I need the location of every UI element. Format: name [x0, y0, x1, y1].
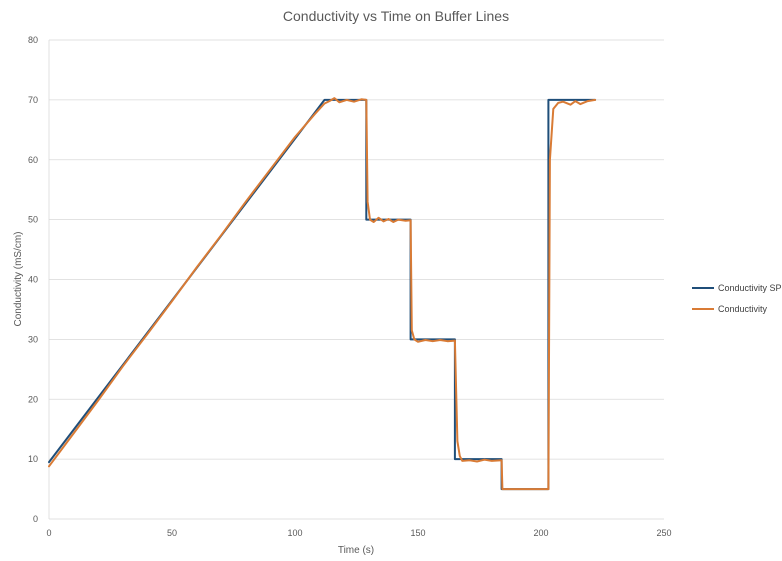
legend-label-1: Conductivity: [718, 304, 768, 314]
y-tick-label: 10: [28, 454, 38, 464]
legend: Conductivity SP Conductivity: [692, 283, 782, 314]
y-tick-label: 80: [28, 35, 38, 45]
axes: 0 10 20 30 40 50 60 70 80 0 50 100 150 200 250: [28, 35, 672, 538]
x-tick-label: 50: [167, 528, 177, 538]
y-tick-label: 70: [28, 95, 38, 105]
y-tick-label: 0: [33, 514, 38, 524]
x-tick-label: 250: [656, 528, 671, 538]
y-tick-label: 40: [28, 275, 38, 285]
series-lines: [48, 97, 597, 491]
gridlines: [49, 39, 664, 520]
y-tick-label: 60: [28, 155, 38, 165]
y-tick-label: 50: [28, 215, 38, 225]
y-tick-label: 30: [28, 334, 38, 344]
chart-title: Conductivity vs Time on Buffer Lines: [283, 8, 509, 24]
x-axis-title: Time (s): [338, 545, 374, 556]
x-tick-label: 100: [287, 528, 302, 538]
y-tick-label: 20: [28, 394, 38, 404]
x-tick-label: 150: [410, 528, 425, 538]
legend-label-0: Conductivity SP: [718, 283, 782, 293]
series-line-0: [48, 98, 597, 491]
x-tick-label: 200: [533, 528, 548, 538]
y-axis-title: Conductivity (mS/cm): [13, 231, 24, 326]
x-tick-label: 0: [46, 528, 51, 538]
series-line-1: [48, 97, 597, 491]
